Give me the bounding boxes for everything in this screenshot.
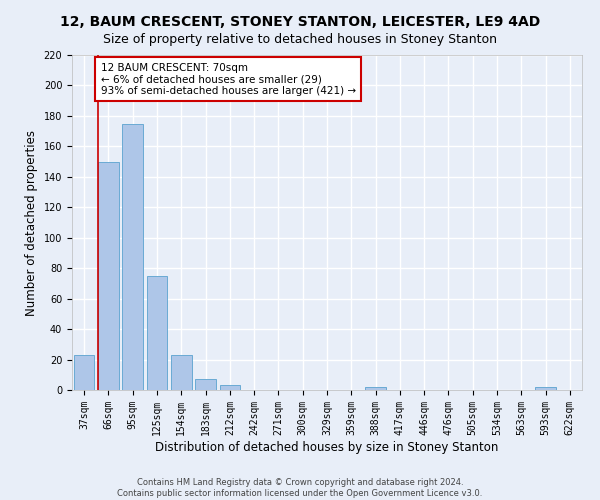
Bar [535,387,556,390]
Bar [195,380,216,390]
Bar [171,355,191,390]
Text: Size of property relative to detached houses in Stoney Stanton: Size of property relative to detached ho… [103,32,497,46]
Bar [122,124,143,390]
Bar [146,276,167,390]
Bar [220,386,240,390]
Text: 12, BAUM CRESCENT, STONEY STANTON, LEICESTER, LE9 4AD: 12, BAUM CRESCENT, STONEY STANTON, LEICE… [60,15,540,29]
Text: 12 BAUM CRESCENT: 70sqm
← 6% of detached houses are smaller (29)
93% of semi-det: 12 BAUM CRESCENT: 70sqm ← 6% of detached… [101,62,356,96]
Bar [98,162,119,390]
Text: Contains HM Land Registry data © Crown copyright and database right 2024.
Contai: Contains HM Land Registry data © Crown c… [118,478,482,498]
X-axis label: Distribution of detached houses by size in Stoney Stanton: Distribution of detached houses by size … [155,440,499,454]
Bar [365,387,386,390]
Bar [74,355,94,390]
Y-axis label: Number of detached properties: Number of detached properties [25,130,38,316]
